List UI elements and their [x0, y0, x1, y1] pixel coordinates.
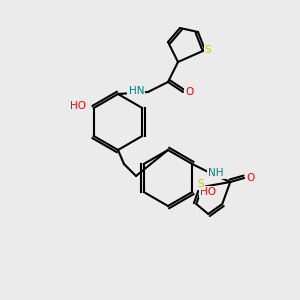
Text: S: S [197, 179, 204, 189]
Text: NH: NH [208, 168, 224, 178]
Text: HO: HO [200, 187, 216, 197]
Text: S: S [205, 45, 211, 55]
Text: HN: HN [128, 86, 144, 96]
Text: HO: HO [70, 101, 86, 111]
Text: O: O [185, 87, 193, 97]
Text: O: O [246, 173, 254, 183]
